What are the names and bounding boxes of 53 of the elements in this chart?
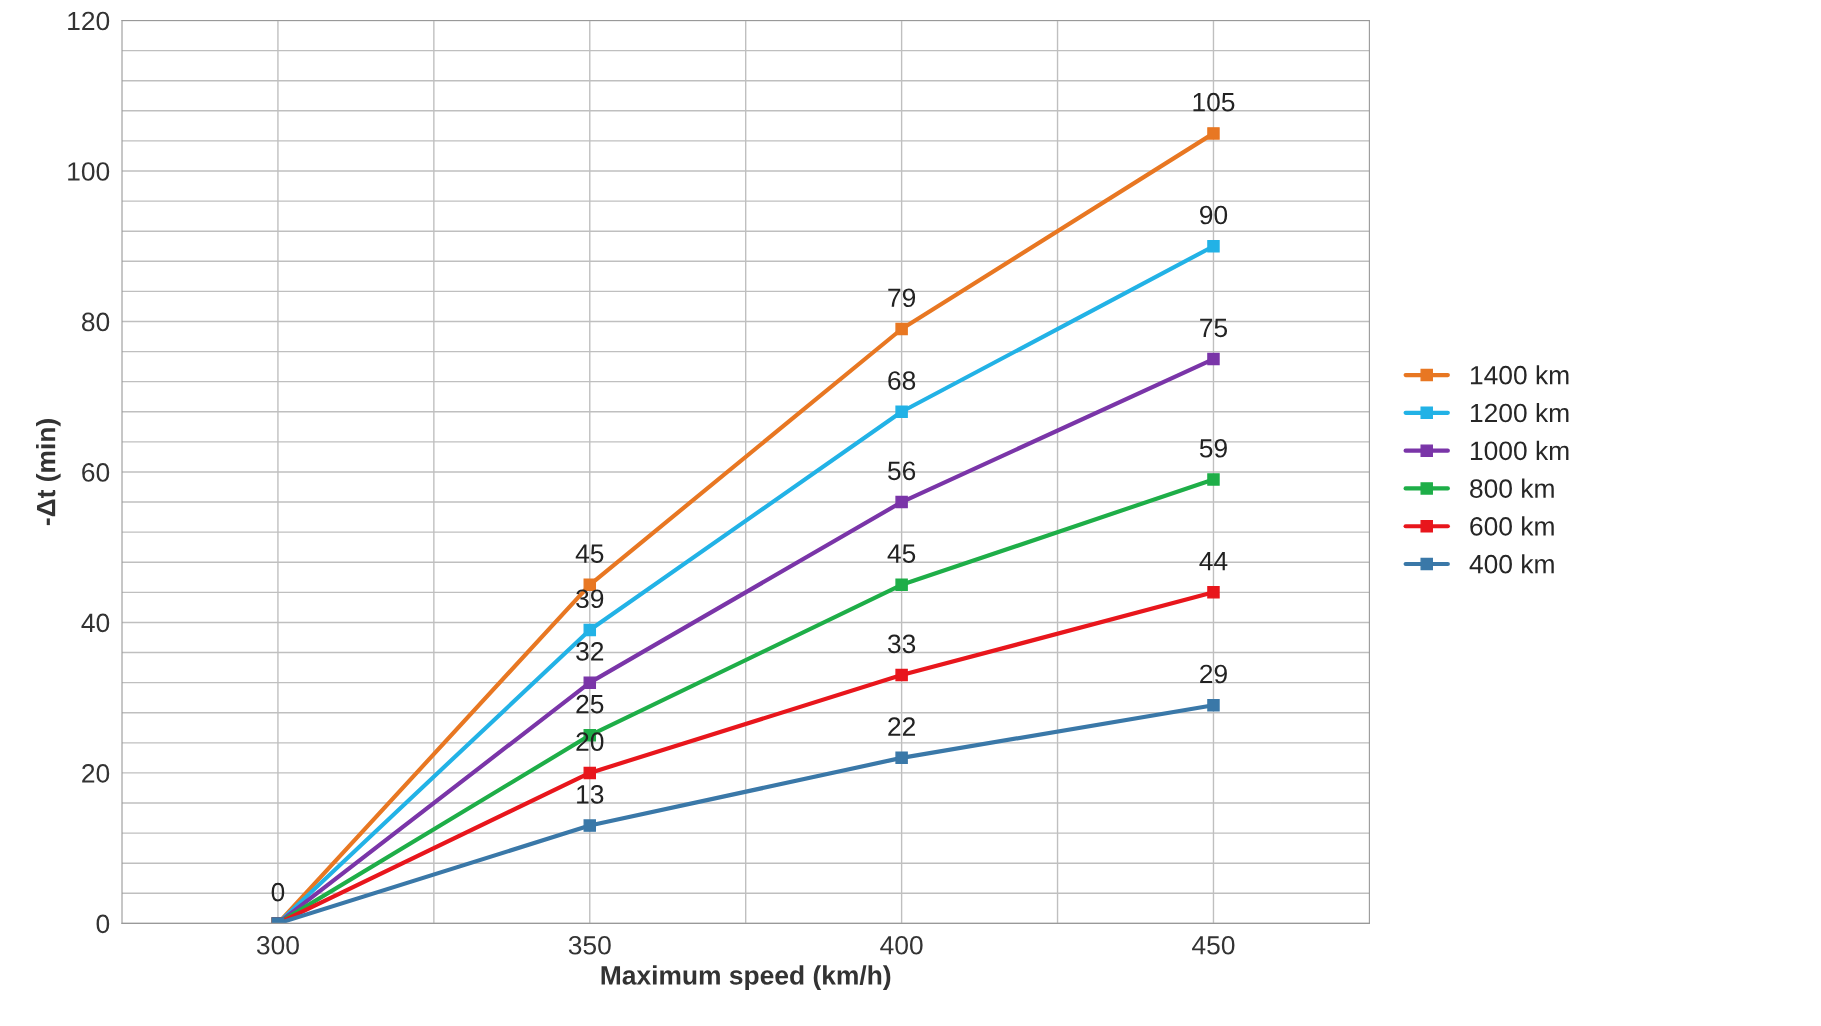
point bbox=[583, 623, 597, 637]
point bbox=[895, 495, 908, 509]
y-tick-label: 80 bbox=[82, 312, 110, 332]
y-tick-label: 20 bbox=[82, 764, 110, 783]
point bbox=[583, 819, 597, 832]
legend-label: 1000 km bbox=[1470, 440, 1569, 461]
data-label: 56 bbox=[888, 461, 916, 481]
point bbox=[583, 766, 597, 780]
y-axis-title: -Δt (min) bbox=[36, 419, 61, 526]
point bbox=[895, 322, 908, 336]
data-label: 44 bbox=[1199, 552, 1228, 571]
data-label: 39 bbox=[576, 589, 604, 609]
data-label: 32 bbox=[576, 642, 604, 661]
data-label: 22 bbox=[888, 717, 915, 736]
point bbox=[1207, 352, 1220, 366]
data-label: 75 bbox=[1200, 318, 1228, 338]
point bbox=[895, 578, 908, 592]
y-tick-label: 0 bbox=[96, 914, 110, 934]
data-label: 0 bbox=[271, 882, 285, 902]
data-label: 68 bbox=[888, 371, 916, 390]
x-tick-label: 300 bbox=[256, 935, 299, 955]
y-tick-label: 120 bbox=[68, 11, 110, 31]
legend-label: 1200 km bbox=[1470, 402, 1569, 423]
point bbox=[1207, 127, 1220, 140]
point bbox=[1207, 698, 1220, 712]
x-axis-title: Maximum speed (km/h) bbox=[601, 965, 891, 990]
data-label: 25 bbox=[576, 694, 604, 714]
point bbox=[895, 751, 908, 765]
x-tick-label: 350 bbox=[568, 935, 611, 955]
data-label: 90 bbox=[1200, 205, 1228, 225]
point bbox=[1207, 239, 1220, 253]
data-label: 45 bbox=[575, 544, 604, 563]
point bbox=[1207, 586, 1220, 599]
data-label: 13 bbox=[577, 785, 604, 804]
y-tick-label: 40 bbox=[81, 613, 110, 633]
y-tick-label: 60 bbox=[82, 463, 110, 482]
legend-label: 400 km bbox=[1469, 554, 1554, 574]
legend-label: 800 km bbox=[1470, 478, 1554, 498]
data-label: 105 bbox=[1193, 92, 1235, 112]
point bbox=[895, 668, 908, 682]
data-label: 59 bbox=[1199, 438, 1227, 458]
legend-label: 600 km bbox=[1470, 516, 1554, 536]
data-label: 29 bbox=[1200, 664, 1227, 684]
x-tick-label: 450 bbox=[1192, 935, 1235, 955]
legend-label: 1400 km bbox=[1470, 365, 1569, 385]
data-label: 79 bbox=[888, 288, 916, 308]
data-label: 45 bbox=[887, 544, 916, 563]
data-label: 33 bbox=[887, 634, 916, 654]
point bbox=[583, 676, 597, 689]
point bbox=[895, 405, 908, 419]
point bbox=[1207, 473, 1220, 486]
y-tick-label: 100 bbox=[68, 162, 110, 181]
x-tick-label: 400 bbox=[880, 935, 923, 955]
